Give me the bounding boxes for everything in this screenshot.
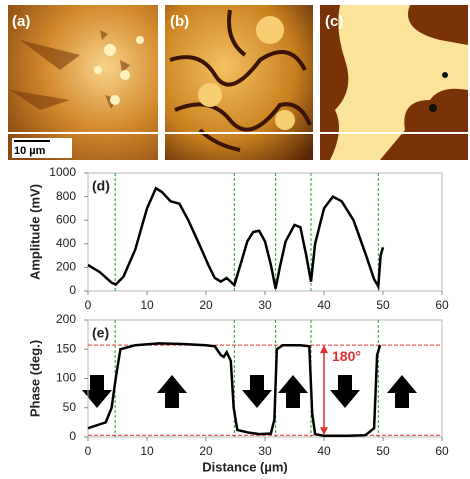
annotation: 180° xyxy=(332,348,361,364)
x-tick-label: 30 xyxy=(258,298,272,312)
y-axis-label: Phase (deg.) xyxy=(27,340,42,417)
x-tick-label: 0 xyxy=(85,444,92,458)
figure: (a) (b) (c) 10 µm 0200400600800100001020… xyxy=(0,0,470,479)
x-tick-label: 20 xyxy=(199,444,213,458)
y-tick-label: 400 xyxy=(56,236,76,250)
data-line xyxy=(88,188,383,288)
x-tick-label: 50 xyxy=(376,298,390,312)
y-tick-label: 0 xyxy=(69,429,76,443)
y-tick-label: 100 xyxy=(56,371,76,385)
y-tick-label: 50 xyxy=(63,400,77,414)
y-tick-label: 600 xyxy=(56,212,76,226)
scale-bar-label: 10 µm xyxy=(14,145,46,157)
image-label: (c) xyxy=(325,13,343,30)
y-tick-label: 200 xyxy=(56,312,76,326)
y-tick-label: 150 xyxy=(56,341,76,355)
page: {"images":[{"label":"(a)"},{"label":"(b)… xyxy=(0,0,470,479)
y-tick-label: 200 xyxy=(56,260,76,274)
panel-label: (e) xyxy=(92,325,109,341)
x-tick-label: 60 xyxy=(435,298,449,312)
x-tick-label: 10 xyxy=(140,298,154,312)
image-a xyxy=(8,5,158,160)
x-axis-label: Distance (µm) xyxy=(202,459,288,474)
x-tick-label: 60 xyxy=(435,444,449,458)
x-tick-label: 20 xyxy=(199,298,213,312)
x-tick-label: 0 xyxy=(85,298,92,312)
x-tick-label: 50 xyxy=(376,444,390,458)
x-tick-label: 10 xyxy=(140,444,154,458)
panel-label: (d) xyxy=(92,178,110,194)
image-label: (b) xyxy=(170,13,189,30)
image-label: (a) xyxy=(12,13,30,30)
y-tick-label: 0 xyxy=(69,283,76,297)
y-axis-label: Amplitude (mV) xyxy=(27,184,42,280)
x-tick-label: 40 xyxy=(317,298,331,312)
x-tick-label: 30 xyxy=(258,444,272,458)
y-tick-label: 800 xyxy=(56,189,76,203)
x-tick-label: 40 xyxy=(317,444,331,458)
arrows xyxy=(82,375,417,408)
plot-frame xyxy=(88,320,442,437)
y-tick-label: 1000 xyxy=(49,165,76,179)
